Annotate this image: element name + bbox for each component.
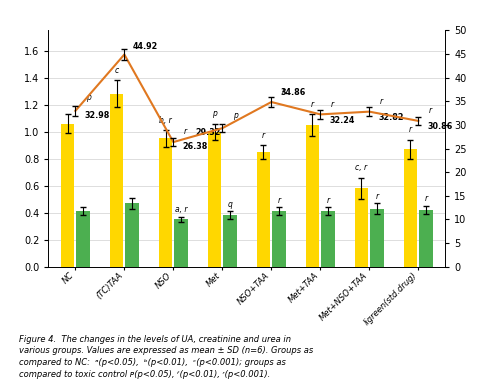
Bar	[208, 132, 221, 267]
Text: r: r	[278, 195, 281, 205]
Bar	[159, 138, 172, 267]
Text: r: r	[429, 106, 432, 115]
Bar	[110, 94, 123, 267]
Text: b, r: b, r	[159, 116, 172, 125]
Text: 32.24: 32.24	[329, 116, 355, 125]
Text: Figure 4.  The changes in the levels of UA, creatinine and urea in
various group: Figure 4. The changes in the levels of U…	[19, 335, 314, 379]
Text: r: r	[331, 100, 334, 109]
Text: a, r: a, r	[175, 205, 187, 214]
Text: r: r	[327, 195, 330, 205]
Text: 30.86: 30.86	[427, 122, 453, 131]
Text: q: q	[228, 200, 233, 209]
Bar	[272, 211, 286, 267]
Bar	[355, 189, 368, 267]
Bar	[174, 219, 188, 267]
Text: 34.86: 34.86	[280, 88, 305, 97]
Text: r: r	[184, 127, 187, 136]
Text: r: r	[282, 87, 285, 96]
Text: p: p	[86, 93, 91, 102]
Text: p: p	[212, 109, 217, 118]
Bar	[404, 149, 417, 267]
Bar	[419, 210, 433, 267]
Bar	[321, 211, 335, 267]
Text: r: r	[311, 100, 314, 109]
Text: p: p	[233, 110, 238, 120]
Text: r: r	[424, 194, 428, 203]
Text: 32.98: 32.98	[84, 111, 109, 120]
Text: r: r	[380, 97, 383, 106]
Bar	[60, 123, 75, 267]
Text: c: c	[114, 66, 119, 75]
Bar	[257, 152, 271, 267]
Text: 26.38: 26.38	[182, 142, 208, 151]
Bar	[76, 211, 90, 267]
Bar	[305, 125, 319, 267]
Text: 29.32: 29.32	[196, 128, 221, 137]
Text: r: r	[376, 192, 379, 200]
Bar	[223, 215, 237, 267]
Bar	[125, 203, 139, 267]
Text: r: r	[409, 125, 412, 134]
Text: r: r	[262, 131, 265, 140]
Bar	[370, 209, 384, 267]
Text: 32.82: 32.82	[378, 113, 404, 122]
Text: 44.92: 44.92	[133, 42, 158, 51]
Text: c, r: c, r	[355, 163, 367, 172]
